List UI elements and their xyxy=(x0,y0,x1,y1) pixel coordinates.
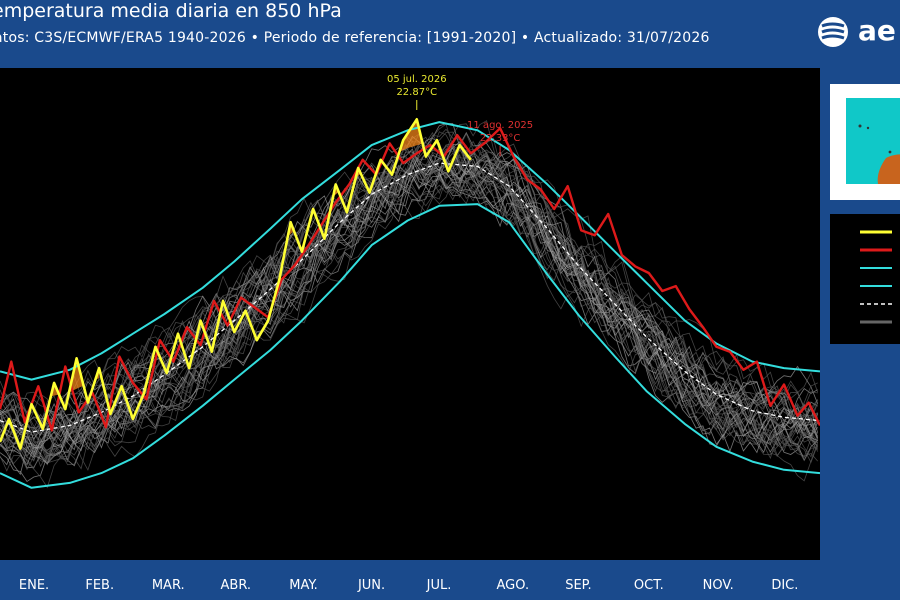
month-tick-label: FEB. xyxy=(85,578,115,593)
annotation-value-label: 22.33°C xyxy=(480,133,521,144)
previous-year-line xyxy=(0,127,822,432)
x-axis: ENE. FEB. MAR. ABR. MAY. JUN. JUL. AGO. SEP. OCT.… xyxy=(0,560,900,600)
historical-year-line xyxy=(0,151,819,449)
lower-envelope-line xyxy=(0,203,821,489)
month-tick-label: DIC. xyxy=(771,578,799,593)
month-tick-label: ABR. xyxy=(220,578,252,593)
location-map xyxy=(846,98,900,184)
historical-year-line xyxy=(0,149,819,449)
chart-subtitle: atos: C3S/ECMWF/ERA5 1940-2026 • Periodo… xyxy=(0,30,710,46)
location-map-frame xyxy=(830,84,900,200)
plot-area: 05 jul. 2026 22.87°C 11 ago. 2025 22.33°C xyxy=(0,68,822,560)
warm-anomaly-shade xyxy=(69,358,84,393)
temperature-chart: 05 jul. 2026 22.87°C 11 ago. 2025 22.33°C xyxy=(0,74,822,489)
historical-year-line xyxy=(0,143,818,432)
current-year-line xyxy=(0,117,472,450)
annotation-value-label: 22.87°C xyxy=(396,87,437,98)
side-panel xyxy=(820,68,900,560)
legend xyxy=(830,214,900,344)
month-tick-label: MAR. xyxy=(151,578,185,593)
logo-text: ae xyxy=(858,14,896,47)
historical-year-line xyxy=(0,168,819,483)
upper-envelope-line xyxy=(0,121,821,381)
annotation-date-label: 11 ago. 2025 xyxy=(467,120,533,131)
month-tick-label: JUL. xyxy=(426,578,452,593)
month-tick-label: AGO. xyxy=(496,578,530,593)
mean-line xyxy=(0,162,821,433)
historical-year-line xyxy=(0,170,818,467)
month-tick-label: MAY. xyxy=(289,578,318,593)
historical-year-line xyxy=(0,123,819,456)
historical-year-line xyxy=(0,143,819,432)
historical-year-line xyxy=(0,149,819,441)
historical-year-line xyxy=(0,153,818,462)
month-tick-label: ENE. xyxy=(18,578,50,593)
map-icon xyxy=(858,124,900,184)
historical-year-line xyxy=(0,131,818,417)
historical-year-line xyxy=(0,146,818,459)
aemet-logo-icon xyxy=(818,17,848,47)
month-tick-label: OCT. xyxy=(633,578,664,593)
month-tick-label: SEP. xyxy=(565,578,592,593)
month-tick-label: JUN. xyxy=(357,578,386,593)
annotation-date-label: 05 jul. 2026 xyxy=(387,74,447,85)
header-bar: emperatura media diaria en 850 hPa atos:… xyxy=(0,0,900,68)
month-tick-label: NOV. xyxy=(702,578,734,593)
chart-title: emperatura media diaria en 850 hPa xyxy=(0,0,342,22)
